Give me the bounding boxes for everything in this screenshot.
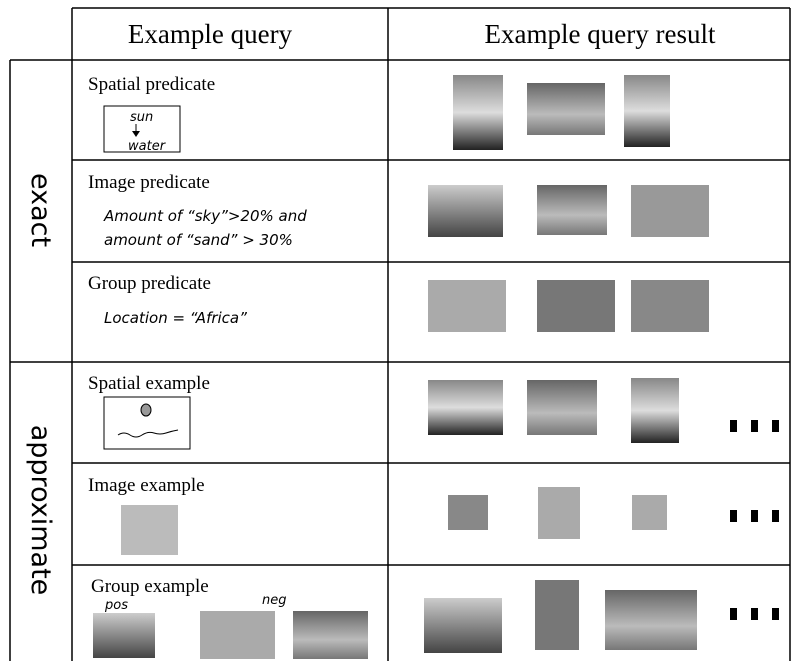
sketch-water xyxy=(117,429,179,438)
example-label: pos xyxy=(104,598,128,613)
result-images xyxy=(428,280,709,332)
arrow-head xyxy=(132,131,140,137)
row-title: Group example xyxy=(91,576,209,597)
header-result: Example query result xyxy=(485,19,716,49)
query-text: amount of “sand” > 30% xyxy=(104,231,293,249)
query-text: Location = “Africa” xyxy=(104,309,247,327)
group-label: exact xyxy=(25,173,56,247)
row-title: Spatial example xyxy=(88,373,210,394)
header-query: Example query xyxy=(128,19,293,49)
result-images xyxy=(428,378,779,443)
result-images xyxy=(424,580,779,653)
row-title: Spatial predicate xyxy=(88,74,215,95)
query-image xyxy=(121,505,178,555)
row-title: Group predicate xyxy=(88,273,211,294)
example-label: neg xyxy=(262,593,287,608)
row-title: Image example xyxy=(88,475,205,496)
query-text: Amount of “sky”>20% and xyxy=(103,207,307,225)
group-label: approximate xyxy=(25,425,56,596)
result-images xyxy=(428,185,709,237)
sketch-label: water xyxy=(128,139,167,154)
result-images xyxy=(453,75,670,150)
sketch-sun xyxy=(140,403,152,417)
sketch-label: sun xyxy=(130,110,153,125)
sketch-box xyxy=(103,105,181,153)
query-images xyxy=(93,611,368,659)
result-images xyxy=(448,487,779,539)
row-title: Image predicate xyxy=(88,172,210,193)
sketch-box xyxy=(103,396,191,450)
table-rules xyxy=(9,7,791,661)
